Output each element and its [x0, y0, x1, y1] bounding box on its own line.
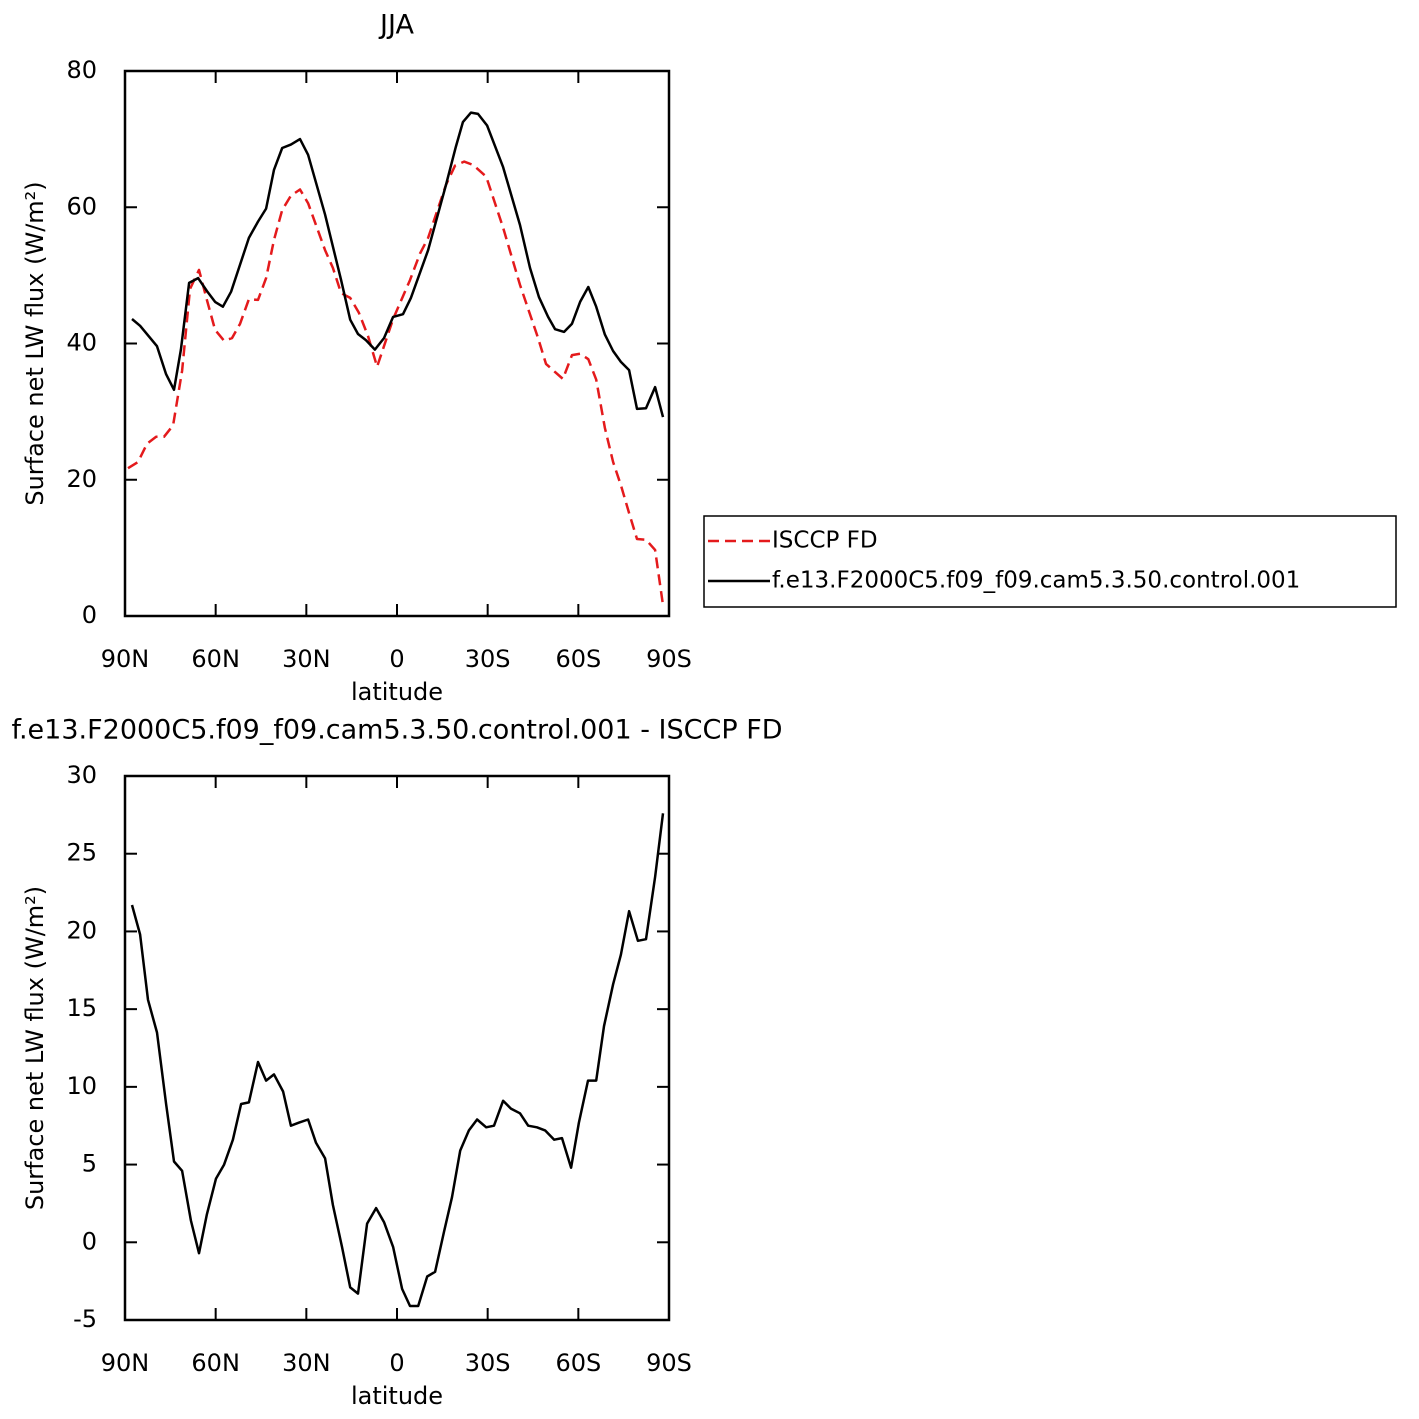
x-tick-label: 60S	[555, 645, 601, 673]
y-axis-label: Surface net LW flux (W/m²)	[21, 886, 49, 1210]
chart-title: f.e13.F2000C5.f09_f09.cam5.3.50.control.…	[11, 715, 782, 746]
x-tick-label: 90N	[101, 645, 150, 673]
data-line	[127, 160, 665, 606]
chart-title: JJA	[378, 10, 414, 41]
x-tick-label: 90S	[646, 1349, 692, 1377]
x-axis-label: latitude	[351, 678, 443, 706]
y-tick-label: 0	[82, 1227, 97, 1255]
plot-frame	[123, 774, 671, 1322]
x-tick-label: 0	[389, 645, 404, 673]
data-line	[131, 111, 665, 418]
y-tick-label: -5	[73, 1305, 97, 1333]
x-tick-label: 30N	[282, 1349, 331, 1377]
y-tick-label: 40	[66, 329, 97, 357]
x-tick-label: 30N	[282, 645, 331, 673]
x-tick-label: 30S	[465, 645, 511, 673]
y-tick-label: 80	[66, 56, 97, 84]
y-tick-label: 15	[66, 994, 97, 1022]
y-tick-label: 30	[66, 761, 97, 789]
legend-box	[703, 515, 1397, 608]
y-tick-label: 0	[82, 601, 97, 629]
y-tick-label: 20	[66, 916, 97, 944]
legend-label: ISCCP FD	[772, 528, 878, 554]
x-tick-label: 60N	[191, 1349, 240, 1377]
y-tick-label: 5	[82, 1150, 97, 1178]
y-tick-label: 10	[66, 1072, 97, 1100]
x-tick-label: 90S	[646, 645, 692, 673]
x-tick-label: 0	[389, 1349, 404, 1377]
x-tick-label: 60S	[555, 1349, 601, 1377]
x-tick-label: 30S	[465, 1349, 511, 1377]
data-line	[130, 813, 665, 1308]
x-tick-label: 90N	[101, 1349, 150, 1377]
y-tick-label: 60	[66, 192, 97, 220]
x-tick-label: 60N	[191, 645, 240, 673]
y-axis-label: Surface net LW flux (W/m²)	[21, 181, 49, 505]
x-axis-label: latitude	[351, 1382, 443, 1410]
plot-frame	[123, 69, 671, 618]
y-tick-label: 20	[66, 465, 97, 493]
y-tick-label: 25	[66, 839, 97, 867]
legend-label: f.e13.F2000C5.f09_f09.cam5.3.50.control.…	[772, 568, 1300, 594]
